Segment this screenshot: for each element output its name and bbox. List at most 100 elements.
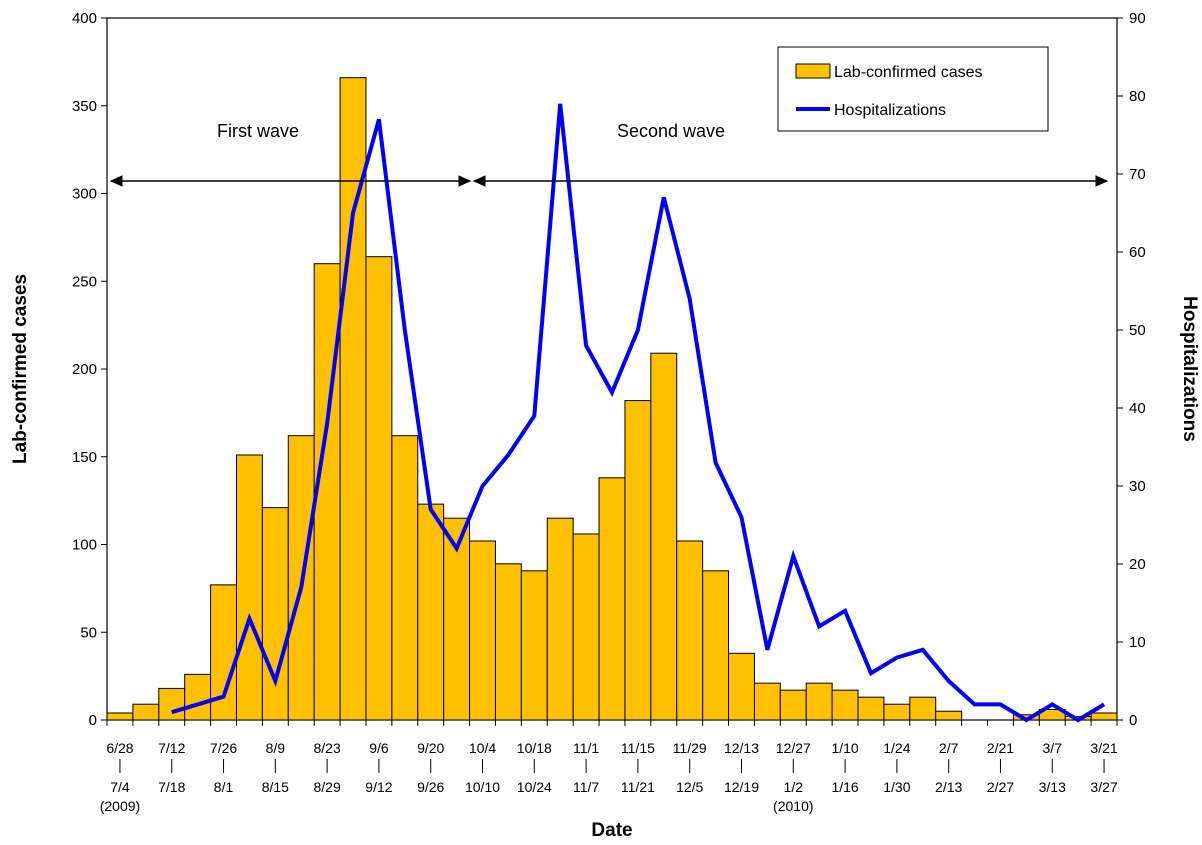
y2-tick-label: 80	[1129, 88, 1146, 105]
arrow-head	[1095, 175, 1109, 187]
x-tick-label-start: 9/6	[369, 740, 389, 756]
x-tick-label-start: 10/18	[517, 740, 552, 756]
y2-tick-label: 40	[1129, 400, 1146, 417]
y-tick-label: 150	[72, 449, 97, 466]
x-tick-label-start: 11/29	[673, 740, 707, 756]
x-tick-label-start: 2/21	[987, 740, 1014, 756]
x-tick-label-end: 3/27	[1090, 779, 1117, 795]
x-tick-label-end: 7/4	[110, 779, 130, 795]
legend: Lab-confirmed cases Hospitalizations	[777, 46, 1049, 132]
x-tick-label-end: 8/1	[214, 779, 234, 795]
x-tick-label-end: 2/13	[935, 779, 962, 795]
x-tick-label-end: 1/16	[831, 779, 858, 795]
x-tick-label-start: 2/7	[939, 740, 959, 756]
x-tick-label-start: 11/1	[573, 740, 599, 756]
bar	[728, 652, 755, 721]
bar	[624, 400, 652, 721]
x-tick-label-end: 12/19	[724, 779, 759, 795]
y2-tick-label: 50	[1129, 322, 1146, 339]
x-tick-label-end: 9/26	[417, 779, 444, 795]
legend-label-cases: Lab-confirmed cases	[834, 64, 983, 81]
bar	[132, 703, 160, 721]
wave-label: First wave	[217, 121, 299, 141]
x-tick-label-start: 10/4	[469, 740, 496, 756]
bar	[443, 517, 471, 721]
arrow-head	[472, 175, 486, 187]
bar	[935, 710, 963, 721]
bar	[184, 673, 212, 721]
y-tick-label: 50	[80, 624, 97, 641]
hospitalizations-line	[171, 103, 1106, 723]
x-axis: 6/28 7/4 (2009) 7/12 7/18 7/26 8/1 8/9 8/15 8/23 8…	[100, 720, 1118, 814]
bar	[650, 352, 678, 721]
bar	[391, 435, 419, 721]
bar	[520, 570, 548, 721]
y-tick-label: 0	[89, 712, 97, 729]
y-tick-label: 250	[72, 273, 97, 290]
y2-tick-label: 10	[1129, 634, 1146, 651]
bar	[779, 689, 807, 721]
x-tick-label-end: 2/27	[987, 779, 1014, 795]
legend-label-hosp: Hospitalizations	[834, 102, 946, 119]
y2-tick-label: 30	[1129, 478, 1146, 495]
y-tick-label: 300	[72, 186, 97, 203]
y2-tick-label: 70	[1129, 166, 1146, 183]
y-tick-label: 100	[72, 537, 97, 554]
y-tick-label: 200	[72, 361, 97, 378]
x-tick-label-start: 12/27	[776, 740, 811, 756]
x-tick-label-end: 12/5	[676, 779, 703, 795]
y2-tick-label: 60	[1129, 244, 1146, 261]
x-tick-label-end: 10/24	[517, 779, 552, 795]
bar	[676, 540, 704, 721]
bar-series	[106, 77, 1118, 721]
x-tick-label-start: 1/24	[883, 740, 910, 756]
wave-label: Second wave	[617, 121, 725, 141]
bar	[1090, 712, 1118, 721]
bar	[469, 540, 496, 721]
y2-axis-label: Hospitalizations	[1179, 296, 1200, 442]
x-tick-label-end: 11/21	[621, 779, 655, 795]
bar	[702, 570, 730, 721]
bar	[572, 533, 600, 721]
bar	[831, 689, 859, 721]
line-series	[171, 103, 1106, 723]
bar	[598, 477, 626, 721]
x-tick-label-start: 1/10	[831, 740, 858, 756]
y-tick-label: 400	[72, 10, 97, 27]
y2-tick-label: 0	[1129, 712, 1137, 729]
x-tick-label-end: 11/7	[573, 779, 599, 795]
x-tick-label-end: 10/10	[465, 779, 500, 795]
arrow-head	[109, 175, 123, 187]
x-tick-label-start: 3/21	[1090, 740, 1117, 756]
y-axis-label: Lab-confirmed cases	[10, 274, 31, 464]
bar	[106, 712, 134, 721]
x-tick-label-start: 11/15	[621, 740, 655, 756]
bar	[494, 563, 522, 721]
x-tick-label-start: 6/28	[106, 740, 133, 756]
bar	[909, 696, 937, 721]
bar	[1038, 708, 1066, 721]
bar	[753, 682, 781, 721]
y-axis-left: 0 50 100 150 200 250 300 350 400	[72, 10, 107, 729]
x-tick-label-end: 1/30	[883, 779, 910, 795]
x-tick-label-end: 7/18	[158, 779, 185, 795]
x-tick-label-end: 8/29	[314, 779, 341, 795]
bar	[546, 517, 574, 721]
y-tick-label: 350	[72, 98, 97, 115]
y2-tick-label: 20	[1129, 556, 1146, 573]
x-axis-label: Date	[591, 820, 632, 841]
bar	[883, 703, 911, 721]
x-tick-label-start: 7/26	[210, 740, 237, 756]
x-tick-label-end: 8/15	[262, 779, 289, 795]
x-tick-label-end: 1/2	[784, 779, 804, 795]
x-tick-label-year: (2009)	[100, 798, 140, 814]
legend-box	[777, 46, 1049, 132]
bar	[158, 687, 186, 721]
x-tick-label-end: 3/13	[1039, 779, 1066, 795]
x-tick-label-year: (2010)	[773, 798, 813, 814]
bar	[417, 503, 445, 721]
bar	[805, 682, 833, 721]
x-tick-label-start: 12/13	[724, 740, 759, 756]
y2-tick-label: 90	[1129, 10, 1146, 27]
